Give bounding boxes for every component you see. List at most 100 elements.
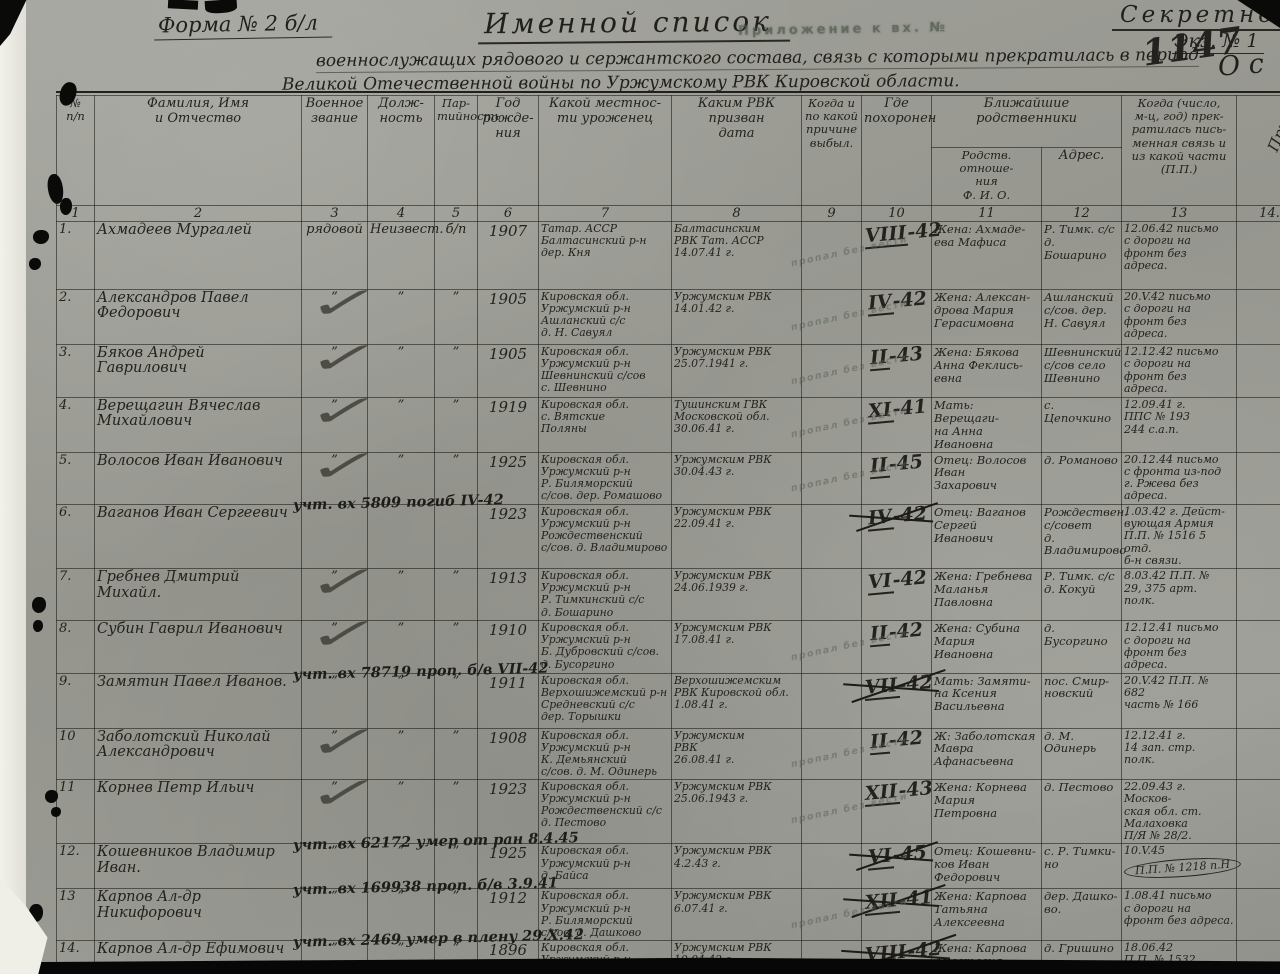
birthplace-cell: Кировская обл. с. Вятские Поляны	[538, 397, 672, 453]
birth-year-cell: 1925	[477, 451, 539, 505]
roster-row-11: 11 Корнев Петр Ильич” ✓”” 1923 Кировская обл…	[56, 769, 1280, 845]
note-cell	[1236, 503, 1280, 570]
cause-cell: пропал без вести	[790, 397, 909, 453]
hole-punch-mark	[33, 230, 49, 244]
row-number: 2.	[56, 289, 95, 345]
birth-year-cell: 1925	[477, 843, 539, 890]
address-cell: Рождествен. с/совет д. Владимирово	[1040, 503, 1128, 570]
last-letter-cell: 12.12.41 г. 14 зап. стр. полк.	[1121, 727, 1238, 780]
rank-cell: ” ✓	[297, 334, 377, 398]
col-no-8: 8	[671, 205, 802, 222]
note-cell	[1236, 778, 1280, 845]
party-cell	[434, 503, 478, 570]
name-cell: Гребнев Дмитрий Михайл.	[94, 568, 302, 622]
duty-cell: ”	[367, 672, 435, 729]
col-no-10: 10	[861, 205, 932, 222]
loss-date: VI-45	[865, 842, 928, 872]
header-rank: Военное звание	[301, 95, 368, 206]
drafted-by-cell: Уржумским РВК 25.07.1941 г.	[671, 344, 802, 398]
party-cell: ”	[434, 451, 478, 505]
relative-cell: Ж: Заболотская Мавра Афанасьевна	[931, 727, 1042, 780]
hole-punch-mark	[51, 807, 61, 817]
loss-date-cell: IV-42	[861, 287, 932, 345]
note-cell	[1236, 727, 1280, 780]
row-number: 8.	[56, 620, 95, 674]
header-birth-year: Год рожде- ния	[477, 95, 539, 206]
roster-row-7: 7. Гребнев Дмитрий Михайл.” ✓”” 1913 Кировск…	[56, 559, 1280, 622]
duty-cell: ”	[367, 289, 435, 345]
party-cell: ”	[434, 727, 478, 780]
duty-cell: ”	[367, 620, 435, 674]
loss-date-cell: VI-45	[861, 842, 932, 890]
row-number: 5.	[56, 451, 95, 505]
row-number: 12.	[56, 843, 95, 890]
top-double-rule	[56, 91, 1280, 93]
registration-suffix: О с	[1216, 48, 1265, 83]
address-cell: с. Р. Тимки- но	[1040, 843, 1123, 890]
drafted-by-cell: Уржумским РВК 25.06.1943 г.	[671, 778, 802, 845]
relative-cell: Жена: Алексан- дрова Мария Герасимовна	[931, 289, 1042, 345]
drafted-by-cell: Уржумским РВК 26.08.41 г.	[671, 727, 802, 780]
col-no-7: 7	[538, 205, 672, 222]
col-no-11: 11	[931, 205, 1042, 222]
row-number: 6.	[56, 503, 95, 570]
name-cell: Субин Гаврил Иванович	[94, 620, 302, 674]
birth-year-cell: 1911	[477, 672, 539, 729]
birthplace-cell: Кировская обл. Уржумский р-н Шевнинский …	[538, 344, 672, 398]
col-no-12: 12	[1040, 205, 1123, 222]
last-letter-cell: 20.V.42 П.П. № 682 часть № 166	[1121, 672, 1238, 729]
drafted-by-cell: Тушинским ГВК Московской обл. 30.06.41 г…	[671, 397, 802, 453]
name-cell: Ваганов Иван Сергеевич учт. вх 5809 погиб…	[94, 491, 504, 570]
loss-date: VI-42	[865, 567, 928, 596]
note-cell	[1236, 888, 1280, 941]
relative-cell: Жена: Ахмаде- ева Мафиса	[931, 221, 1042, 290]
loss-date: IV-42	[865, 502, 928, 532]
address-cell: д. М. Одинерь	[1040, 727, 1123, 780]
row-number: 7.	[56, 568, 95, 622]
loss-date-cell: VIII-42	[861, 219, 942, 290]
address-cell: Шевнинский с/сов село Шевнино	[1040, 344, 1123, 398]
row-number: 9.	[56, 672, 95, 729]
name-cell: Замятин Павел Иванов. учт. вх 78719 проп.…	[94, 659, 548, 729]
drafted-by-cell: Уржумским РВК 14.01.42 г.	[671, 289, 802, 345]
cause-cell: пропал без вести	[790, 888, 909, 941]
birth-year-cell: 1905	[477, 289, 539, 345]
loss-date-cell: XII-43	[861, 777, 934, 845]
birth-year-cell: 1907	[477, 221, 539, 290]
name-cell: Ахмадеев Мургалей	[94, 221, 302, 290]
party-cell: ”	[434, 289, 478, 345]
last-letter-cell: 20.V.42 письмо с дороги на фронт без адр…	[1121, 289, 1238, 345]
col-no-3: 3	[301, 205, 368, 222]
birthplace-cell: Татар. АССР Балтасинский р-н дер. Кня	[538, 221, 672, 290]
duty-cell: ”	[367, 397, 435, 453]
birthplace-cell: Кировская обл. Уржумский р-н К. Демьянск…	[538, 727, 672, 780]
col-no-4: 4	[367, 205, 435, 222]
duty-cell	[367, 503, 435, 570]
checkmark: ✓	[296, 558, 377, 608]
address-cell: Р. Тимк. с/с д. Бошарино	[1040, 221, 1123, 290]
duty-cell: Неизвест.	[367, 221, 444, 290]
duty-cell: ”	[367, 568, 435, 622]
hole-punch-mark	[45, 790, 58, 803]
birthplace-cell: Кировская обл. Уржумский р-н Рождественс…	[538, 778, 672, 845]
header-name: Фамилия, Имя и Отчество	[94, 95, 302, 206]
checkmark: ✓	[296, 441, 377, 492]
row-number: 11	[56, 778, 95, 845]
header-relation-fio: Родств. отноше- ния Ф. И. О.	[931, 147, 1042, 206]
address-cell: Ашланский с/сов. дер. Н. Савуял	[1040, 289, 1123, 345]
rank-cell: ” ✓	[297, 718, 377, 780]
loss-date-cell: II-42	[861, 619, 932, 674]
secrecy-stamp: Секретно	[1112, 2, 1280, 31]
row-number: 1.	[56, 221, 95, 290]
address-cell: д. Пестово	[1040, 778, 1123, 845]
note-cell	[1236, 221, 1280, 290]
cause-cell: пропал без вести	[790, 620, 909, 674]
party-cell: ”	[434, 672, 478, 729]
note-cell	[1236, 289, 1280, 345]
row-number: 3.	[56, 344, 95, 398]
relative-cell: Жена: Корнева Мария Петровна	[931, 778, 1042, 845]
party-cell: ”	[434, 843, 478, 890]
relative-cell: Жена: Карпова Татьяна Алексеевна	[931, 888, 1042, 941]
last-letter-cell: 1.03.42 г. Дейст- вующая Армия П.П. № 15…	[1121, 503, 1238, 570]
loss-date-cell: IV-42	[861, 502, 932, 570]
